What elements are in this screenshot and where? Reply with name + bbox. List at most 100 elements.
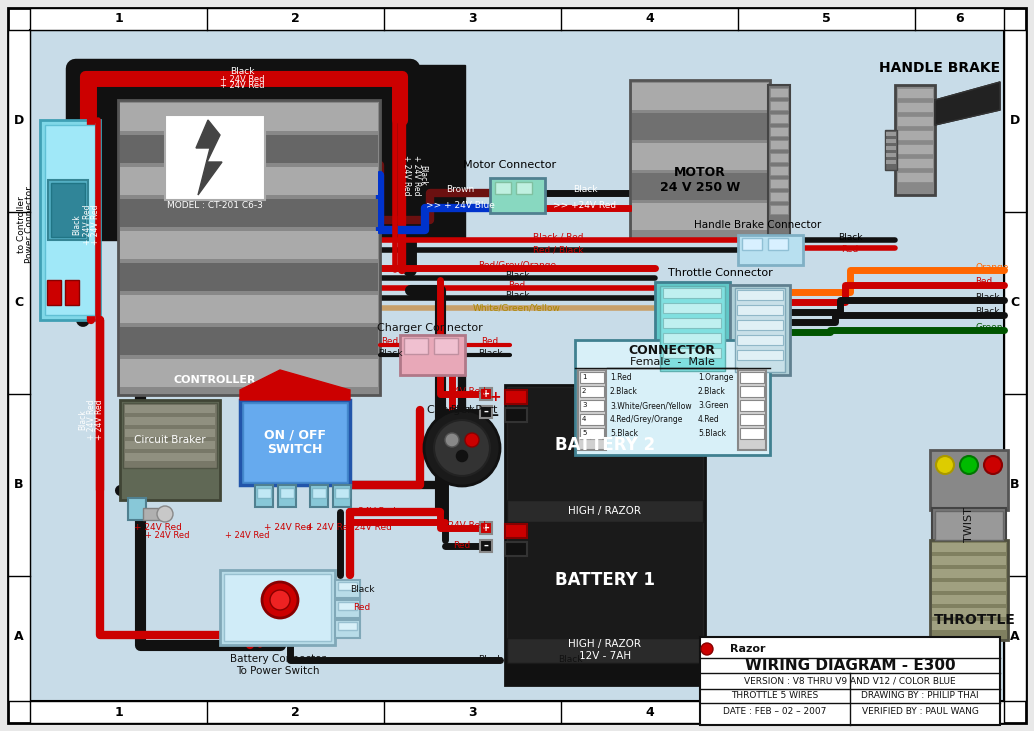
Bar: [335, 580, 360, 598]
Bar: [505, 390, 527, 404]
Text: Black: Black: [450, 406, 475, 414]
Text: CONTROLLER: CONTROLLER: [174, 375, 256, 385]
Text: TWIST: TWIST: [964, 507, 974, 542]
Bar: [737, 290, 783, 300]
Text: Black: Black: [505, 290, 529, 300]
Text: Red: Red: [382, 338, 399, 346]
Bar: [632, 203, 768, 230]
Text: Black: Black: [478, 656, 503, 664]
Text: Red: Red: [975, 278, 993, 287]
Text: +: +: [482, 523, 490, 533]
Bar: [40, 120, 100, 320]
Bar: [45, 125, 95, 315]
Bar: [118, 100, 381, 395]
Bar: [125, 429, 215, 437]
Text: THROTTLE 5 WIRES: THROTTLE 5 WIRES: [731, 692, 819, 700]
Text: C: C: [14, 297, 24, 309]
Text: + 24V Red: + 24V Red: [134, 523, 182, 532]
Bar: [770, 192, 788, 201]
Bar: [30, 701, 1004, 723]
Bar: [886, 146, 896, 150]
Text: ON / OFF
SWITCH: ON / OFF SWITCH: [264, 428, 326, 456]
Bar: [737, 320, 783, 330]
Bar: [333, 485, 351, 507]
Text: Handle Brake Connector: Handle Brake Connector: [695, 220, 822, 230]
Bar: [507, 638, 703, 663]
Text: +: +: [482, 389, 490, 399]
Text: White/Green/Yellow: White/Green/Yellow: [474, 303, 560, 312]
Bar: [30, 8, 1004, 30]
Bar: [770, 140, 788, 149]
Bar: [310, 485, 328, 507]
Text: Black: Black: [419, 164, 427, 186]
Bar: [47, 280, 61, 305]
Text: VERIFIED BY : PAUL WANG: VERIFIED BY : PAUL WANG: [861, 708, 978, 716]
Bar: [740, 372, 764, 383]
Bar: [886, 153, 896, 157]
Bar: [768, 85, 790, 235]
Bar: [770, 114, 788, 123]
Text: Female  -  Male: Female - Male: [630, 357, 714, 367]
Text: + 24V Red: + 24V Red: [438, 520, 486, 529]
Bar: [575, 340, 770, 455]
Text: Motor Connector: Motor Connector: [463, 160, 556, 170]
Bar: [740, 386, 764, 397]
Bar: [663, 288, 721, 298]
Circle shape: [270, 590, 290, 610]
Bar: [663, 303, 721, 313]
Circle shape: [936, 456, 954, 474]
Text: Power Connector: Power Connector: [26, 186, 34, 263]
Bar: [125, 417, 215, 425]
Bar: [770, 205, 788, 214]
Text: >> + 24V Blue: >> + 24V Blue: [426, 200, 494, 210]
Text: + 24V Red: + 24V Red: [344, 523, 392, 532]
Text: Black: Black: [478, 349, 503, 357]
Text: Brown: Brown: [446, 186, 475, 194]
Text: to Controller: to Controller: [18, 197, 27, 254]
Polygon shape: [935, 82, 1000, 125]
Circle shape: [984, 456, 1002, 474]
Bar: [738, 370, 766, 450]
Bar: [932, 508, 1006, 543]
Bar: [770, 101, 788, 110]
Text: 5.Black: 5.Black: [610, 430, 638, 439]
Bar: [516, 182, 533, 194]
Text: 2: 2: [582, 388, 586, 394]
Bar: [490, 178, 545, 213]
Bar: [632, 113, 768, 140]
Text: C: C: [1010, 297, 1020, 309]
Text: Black: Black: [349, 586, 374, 594]
Bar: [143, 508, 165, 520]
Bar: [930, 450, 1008, 510]
Text: Black: Black: [838, 232, 862, 241]
Text: >> +24V Red: >> +24V Red: [553, 200, 616, 210]
Text: Red: Red: [509, 281, 525, 289]
Text: 1: 1: [114, 705, 123, 719]
Bar: [224, 574, 331, 641]
Text: Black: Black: [377, 349, 402, 357]
Text: Red: Red: [482, 338, 498, 346]
Text: 5.Black: 5.Black: [698, 430, 726, 439]
Bar: [257, 488, 271, 498]
Text: B: B: [1010, 479, 1020, 491]
Bar: [742, 238, 762, 250]
Bar: [434, 338, 458, 354]
Text: + 24V Red: + 24V Red: [306, 523, 354, 532]
Bar: [120, 135, 378, 163]
Text: MOTOR
24 V 250 W: MOTOR 24 V 250 W: [660, 166, 740, 194]
Bar: [312, 488, 326, 498]
Text: Battery Connector
To Power Switch: Battery Connector To Power Switch: [230, 654, 326, 675]
Text: + 24V Red: + 24V Red: [348, 507, 396, 517]
Bar: [730, 285, 790, 375]
Bar: [75, 65, 465, 240]
Bar: [480, 388, 492, 400]
Bar: [932, 569, 1006, 578]
Text: 1.Red: 1.Red: [610, 374, 632, 382]
Bar: [886, 139, 896, 143]
Bar: [898, 158, 933, 168]
Bar: [580, 372, 604, 383]
Text: Red: Red: [354, 604, 370, 613]
Text: A: A: [1010, 630, 1020, 643]
Text: 4.Red/Grey/Orange: 4.Red/Grey/Orange: [610, 415, 683, 425]
Bar: [770, 166, 788, 175]
